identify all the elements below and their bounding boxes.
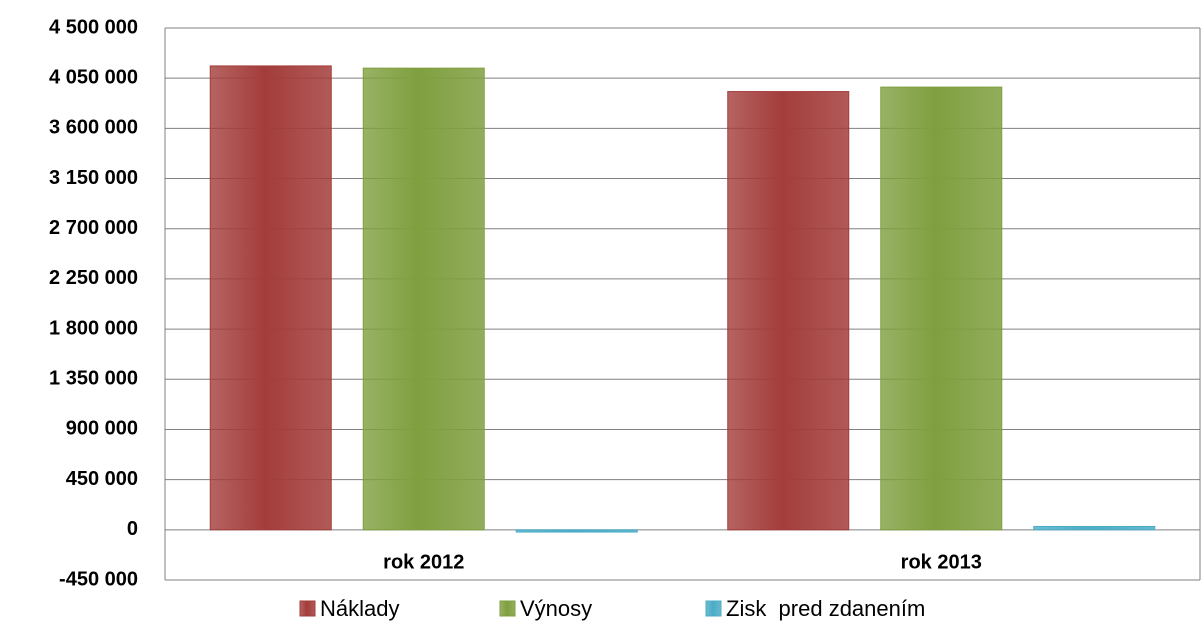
y-tick-label: -450 000 [59,568,138,590]
legend-label: Výnosy [520,596,592,621]
y-tick-label: 450 000 [66,468,138,490]
legend-label: Zisk pred zdanením [726,596,925,621]
legend-swatch [499,600,516,617]
y-tick-label: 4 500 000 [49,16,138,38]
legend-swatch [705,600,722,617]
bar [515,529,638,533]
legend-label: Náklady [320,596,399,621]
legend-swatch [299,600,316,617]
x-tick-label: rok 2013 [901,551,982,573]
bar [362,67,485,531]
y-tick-label: 1 350 000 [49,368,138,390]
y-tick-label: 3 150 000 [49,167,138,189]
y-tick-label: 900 000 [66,418,138,440]
y-tick-label: 3 600 000 [49,117,138,139]
x-tick-label: rok 2012 [383,551,464,573]
y-tick-label: 1 800 000 [49,317,138,339]
bar [209,65,332,531]
bar [880,86,1003,531]
y-tick-label: 2 250 000 [49,267,138,289]
y-tick-label: 0 [127,518,138,540]
y-tick-label: 4 050 000 [49,66,138,88]
bar [1033,525,1156,531]
y-tick-label: 2 700 000 [49,217,138,239]
bar [727,91,850,531]
